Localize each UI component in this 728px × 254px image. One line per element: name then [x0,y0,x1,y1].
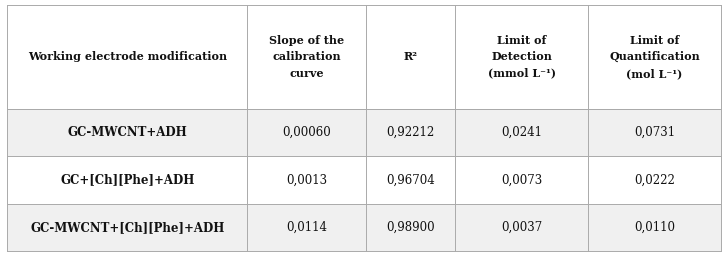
Text: 0,00060: 0,00060 [282,126,331,139]
Bar [7,204,721,251]
Bar [7,156,721,204]
Text: R²: R² [403,51,418,62]
Text: 0,0013: 0,0013 [286,173,327,186]
Text: Slope of the
calibration
curve: Slope of the calibration curve [269,35,344,79]
Text: 0,0731: 0,0731 [634,126,675,139]
Text: Working electrode modification: Working electrode modification [28,51,227,62]
Text: 0,96704: 0,96704 [387,173,435,186]
Text: GC-MWCNT+[Ch][Phe]+ADH: GC-MWCNT+[Ch][Phe]+ADH [30,221,224,234]
Text: Limit of
Quantification
(mol L⁻¹): Limit of Quantification (mol L⁻¹) [609,35,700,79]
Text: GC+[Ch][Phe]+ADH: GC+[Ch][Phe]+ADH [60,173,194,186]
Text: GC-MWCNT+ADH: GC-MWCNT+ADH [68,126,187,139]
Text: 0,0241: 0,0241 [502,126,542,139]
Text: 0,0037: 0,0037 [501,221,542,234]
Bar [7,108,721,156]
Text: 0,92212: 0,92212 [387,126,435,139]
Text: 0,0073: 0,0073 [501,173,542,186]
Bar [7,5,721,108]
Text: 0,0110: 0,0110 [634,221,675,234]
Text: 0,0222: 0,0222 [634,173,675,186]
Text: 0,98900: 0,98900 [387,221,435,234]
Text: 0,0114: 0,0114 [286,221,327,234]
Text: Limit of
Detection
(mmol L⁻¹): Limit of Detection (mmol L⁻¹) [488,35,555,79]
